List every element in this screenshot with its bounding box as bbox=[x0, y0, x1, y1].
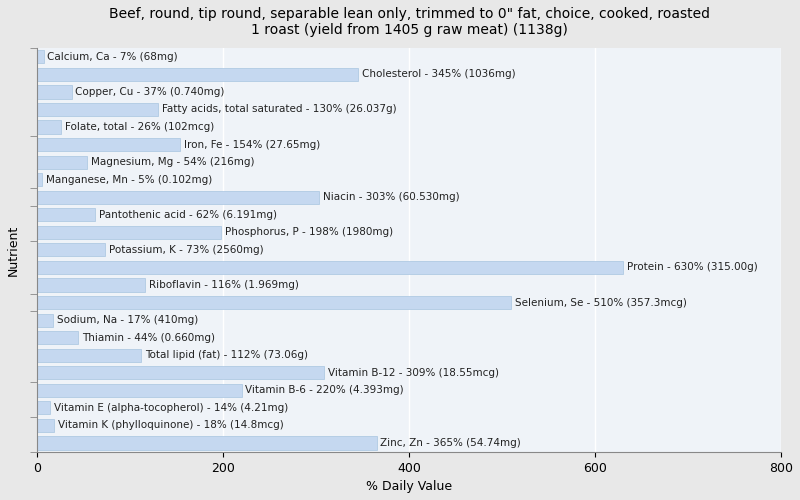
Text: Cholesterol - 345% (1036mg): Cholesterol - 345% (1036mg) bbox=[362, 70, 515, 80]
Text: Vitamin E (alpha-tocopherol) - 14% (4.21mg): Vitamin E (alpha-tocopherol) - 14% (4.21… bbox=[54, 403, 288, 413]
Bar bbox=[37, 348, 142, 362]
Text: Magnesium, Mg - 54% (216mg): Magnesium, Mg - 54% (216mg) bbox=[91, 157, 254, 167]
Bar bbox=[37, 278, 145, 291]
Text: Copper, Cu - 37% (0.740mg): Copper, Cu - 37% (0.740mg) bbox=[75, 87, 225, 97]
Text: Potassium, K - 73% (2560mg): Potassium, K - 73% (2560mg) bbox=[109, 245, 263, 255]
Text: Folate, total - 26% (102mcg): Folate, total - 26% (102mcg) bbox=[65, 122, 214, 132]
Bar bbox=[37, 296, 511, 309]
Bar bbox=[37, 138, 180, 151]
Title: Beef, round, tip round, separable lean only, trimmed to 0" fat, choice, cooked, : Beef, round, tip round, separable lean o… bbox=[109, 7, 710, 37]
Text: Phosphorus, P - 198% (1980mg): Phosphorus, P - 198% (1980mg) bbox=[225, 228, 393, 237]
Bar bbox=[37, 156, 87, 168]
Bar bbox=[37, 120, 62, 134]
Text: Protein - 630% (315.00g): Protein - 630% (315.00g) bbox=[626, 262, 758, 272]
Text: Selenium, Se - 510% (357.3mcg): Selenium, Se - 510% (357.3mcg) bbox=[515, 298, 687, 308]
Bar bbox=[37, 68, 358, 81]
Bar bbox=[37, 173, 42, 186]
Text: Thiamin - 44% (0.660mg): Thiamin - 44% (0.660mg) bbox=[82, 332, 214, 342]
Bar bbox=[37, 314, 53, 326]
Text: Fatty acids, total saturated - 130% (26.037g): Fatty acids, total saturated - 130% (26.… bbox=[162, 104, 396, 115]
Text: Riboflavin - 116% (1.969mg): Riboflavin - 116% (1.969mg) bbox=[149, 280, 298, 290]
Bar bbox=[37, 50, 44, 64]
Text: Calcium, Ca - 7% (68mg): Calcium, Ca - 7% (68mg) bbox=[47, 52, 178, 62]
Text: Iron, Fe - 154% (27.65mg): Iron, Fe - 154% (27.65mg) bbox=[184, 140, 320, 149]
X-axis label: % Daily Value: % Daily Value bbox=[366, 480, 452, 493]
Bar bbox=[37, 384, 242, 397]
Bar bbox=[37, 190, 319, 204]
Bar bbox=[37, 226, 222, 239]
Text: Niacin - 303% (60.530mg): Niacin - 303% (60.530mg) bbox=[322, 192, 459, 202]
Bar bbox=[37, 331, 78, 344]
Text: Sodium, Na - 17% (410mg): Sodium, Na - 17% (410mg) bbox=[57, 315, 198, 325]
Bar bbox=[37, 208, 95, 222]
Bar bbox=[37, 419, 54, 432]
Bar bbox=[37, 402, 50, 414]
Text: Vitamin B-12 - 309% (18.55mcg): Vitamin B-12 - 309% (18.55mcg) bbox=[328, 368, 499, 378]
Bar bbox=[37, 244, 105, 256]
Bar bbox=[37, 436, 377, 450]
Text: Zinc, Zn - 365% (54.74mg): Zinc, Zn - 365% (54.74mg) bbox=[380, 438, 521, 448]
Bar bbox=[37, 261, 623, 274]
Bar bbox=[37, 86, 71, 98]
Text: Pantothenic acid - 62% (6.191mg): Pantothenic acid - 62% (6.191mg) bbox=[98, 210, 277, 220]
Y-axis label: Nutrient: Nutrient bbox=[7, 224, 20, 276]
Text: Vitamin K (phylloquinone) - 18% (14.8mcg): Vitamin K (phylloquinone) - 18% (14.8mcg… bbox=[58, 420, 283, 430]
Bar bbox=[37, 366, 325, 380]
Text: Total lipid (fat) - 112% (73.06g): Total lipid (fat) - 112% (73.06g) bbox=[145, 350, 308, 360]
Bar bbox=[37, 103, 158, 116]
Text: Manganese, Mn - 5% (0.102mg): Manganese, Mn - 5% (0.102mg) bbox=[46, 174, 212, 184]
Text: Vitamin B-6 - 220% (4.393mg): Vitamin B-6 - 220% (4.393mg) bbox=[246, 386, 404, 396]
